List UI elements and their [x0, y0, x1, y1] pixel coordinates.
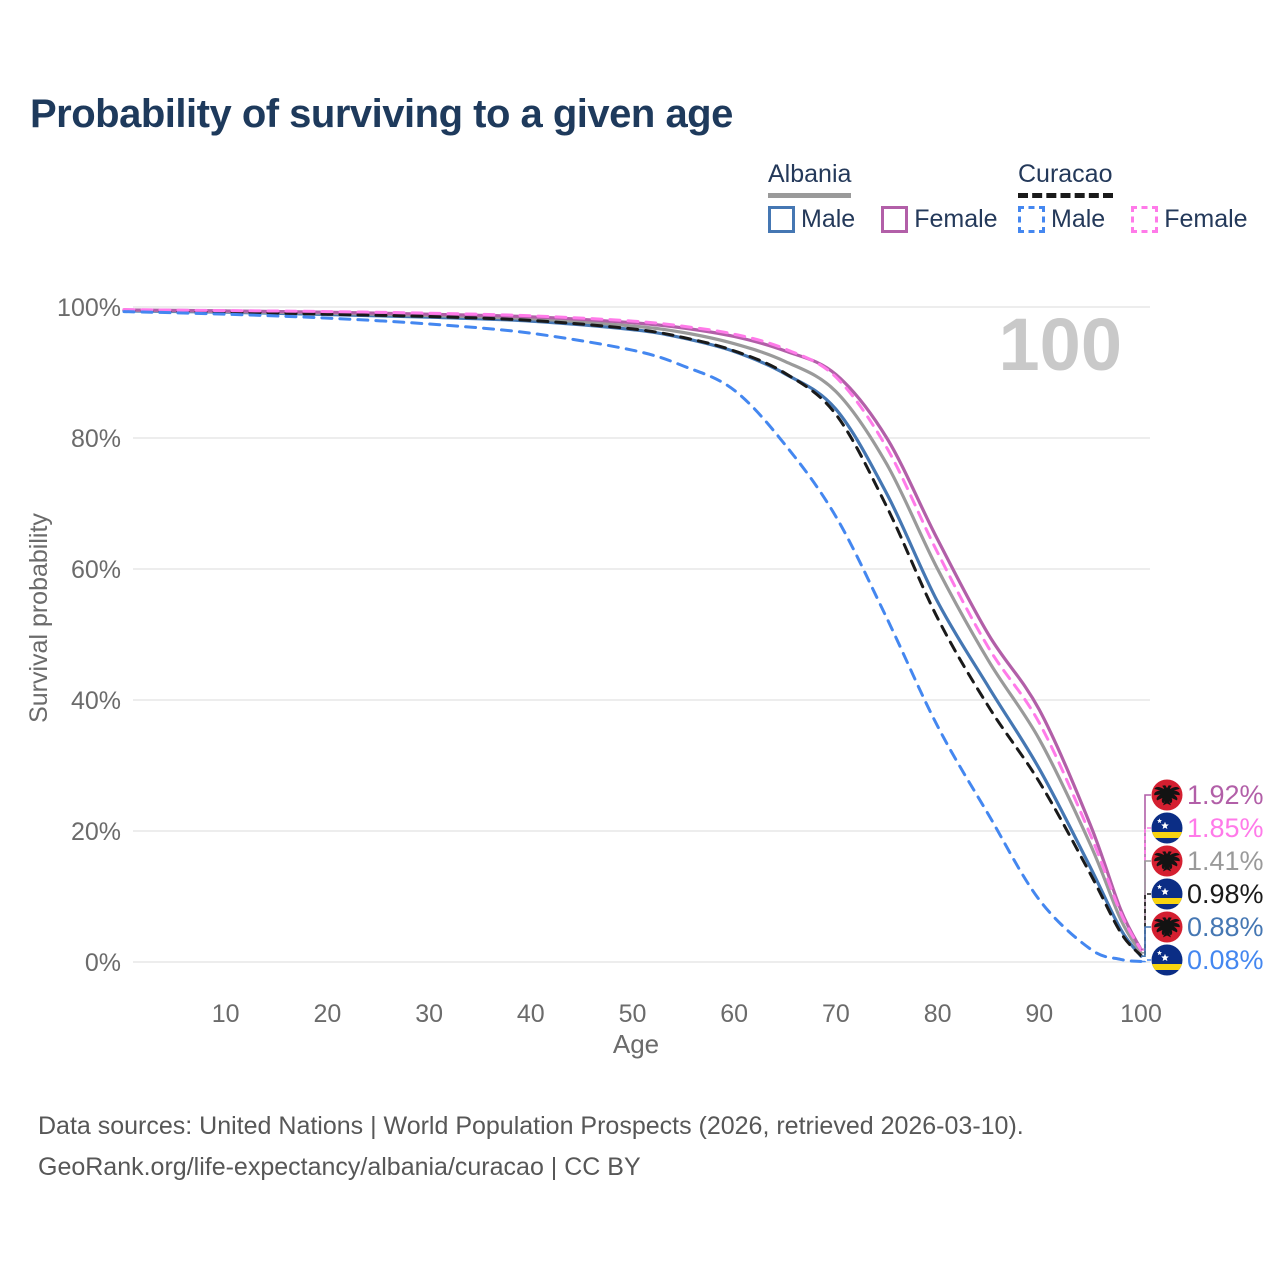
- albania-eagle: [1154, 785, 1180, 806]
- legend-item-curacao-female[interactable]: Female: [1131, 205, 1248, 234]
- y-tick-label: 40%: [71, 687, 121, 715]
- curacao-band: [1151, 964, 1183, 970]
- legend-item-albania-female[interactable]: Female: [881, 205, 998, 234]
- albania-flag-icon: [1151, 845, 1183, 877]
- footer-data-sources: Data sources: United Nations | World Pop…: [38, 1112, 1024, 1140]
- page-title: Probability of surviving to a given age: [30, 92, 733, 136]
- curacao-band: [1151, 832, 1183, 838]
- footer-credits: Data sources: United Nations | World Pop…: [38, 1106, 1024, 1188]
- albania-eagle: [1154, 917, 1180, 938]
- x-tick-label: 60: [720, 1000, 748, 1028]
- x-tick-label: 50: [619, 1000, 647, 1028]
- end-label-leader-line: [1141, 926, 1151, 957]
- series-line-curacao-male: [122, 310, 1143, 963]
- curacao-star-small: [1157, 884, 1162, 890]
- albania-flag-icon: [1151, 779, 1183, 811]
- end-label-leader-line: [1141, 827, 1151, 951]
- albania-flag-icon: [1151, 911, 1183, 943]
- curacao-star-large: [1161, 887, 1169, 896]
- x-tick-label: 30: [415, 1000, 443, 1028]
- series-line-albania-female: [122, 308, 1143, 951]
- end-value-label: 0.98%: [1187, 879, 1264, 909]
- series-line-curacao: [122, 309, 1143, 958]
- end-value-label: 1.41%: [1187, 846, 1264, 876]
- y-tick-label: 100%: [57, 294, 121, 322]
- legend-group-albania: Albania Male Female: [768, 160, 998, 234]
- legend-group-curacao: Curacao Male Female: [1018, 160, 1248, 234]
- end-value-label: 1.92%: [1187, 780, 1264, 810]
- end-value-label: 1.85%: [1187, 813, 1264, 843]
- legend-swatch-icon: [1018, 206, 1045, 233]
- end-label-leader-line: [1141, 959, 1151, 963]
- x-tick-label: 10: [212, 1000, 240, 1028]
- x-tick-label: 90: [1025, 1000, 1053, 1028]
- legend-swatch-icon: [881, 206, 909, 233]
- curacao-flag-icon: [1151, 944, 1183, 976]
- curacao-star-large: [1161, 821, 1169, 830]
- legend-swatch-icon: [1131, 206, 1159, 233]
- y-axis-title: Survival probability: [25, 513, 53, 723]
- footer-url: GeoRank.org/life-expectancy/albania/cura…: [38, 1153, 641, 1181]
- x-tick-label: 100: [1120, 1000, 1162, 1028]
- x-tick-label: 70: [822, 1000, 850, 1028]
- end-value-label: 0.88%: [1187, 912, 1264, 942]
- albania-eagle: [1154, 851, 1180, 872]
- end-label-leader-line: [1141, 860, 1151, 954]
- x-axis-title: Age: [613, 1029, 659, 1059]
- legend-heading-albania: Albania: [768, 160, 852, 198]
- legend-swatch-icon: [768, 206, 795, 233]
- series-line-curacao-female: [122, 308, 1143, 952]
- x-tick-label: 20: [313, 1000, 341, 1028]
- legend-item-curacao-male[interactable]: Male: [1018, 205, 1105, 234]
- legend-item-label: Male: [1051, 205, 1106, 233]
- legend-item-label: Female: [914, 205, 998, 233]
- legend-item-label: Male: [801, 205, 856, 233]
- y-tick-label: 0%: [85, 949, 121, 977]
- legend-heading-curacao: Curacao: [1018, 160, 1113, 198]
- curacao-band: [1151, 898, 1183, 904]
- end-label-leader-line: [1141, 893, 1151, 957]
- end-value-label: 0.08%: [1187, 945, 1264, 975]
- y-tick-label: 60%: [71, 556, 121, 584]
- curacao-flag-icon: [1151, 878, 1183, 910]
- x-tick-label: 80: [924, 1000, 952, 1028]
- y-tick-label: 80%: [71, 425, 121, 453]
- curacao-star-small: [1157, 950, 1162, 956]
- curacao-star-large: [1161, 953, 1169, 962]
- x-tick-label: 40: [517, 1000, 545, 1028]
- y-tick-label: 20%: [71, 818, 121, 846]
- legend-item-label: Female: [1164, 205, 1248, 233]
- curacao-star-small: [1157, 818, 1162, 824]
- age-counter-watermark: 100: [999, 303, 1122, 386]
- legend-item-albania-male[interactable]: Male: [768, 205, 855, 234]
- curacao-flag-icon: [1151, 812, 1183, 844]
